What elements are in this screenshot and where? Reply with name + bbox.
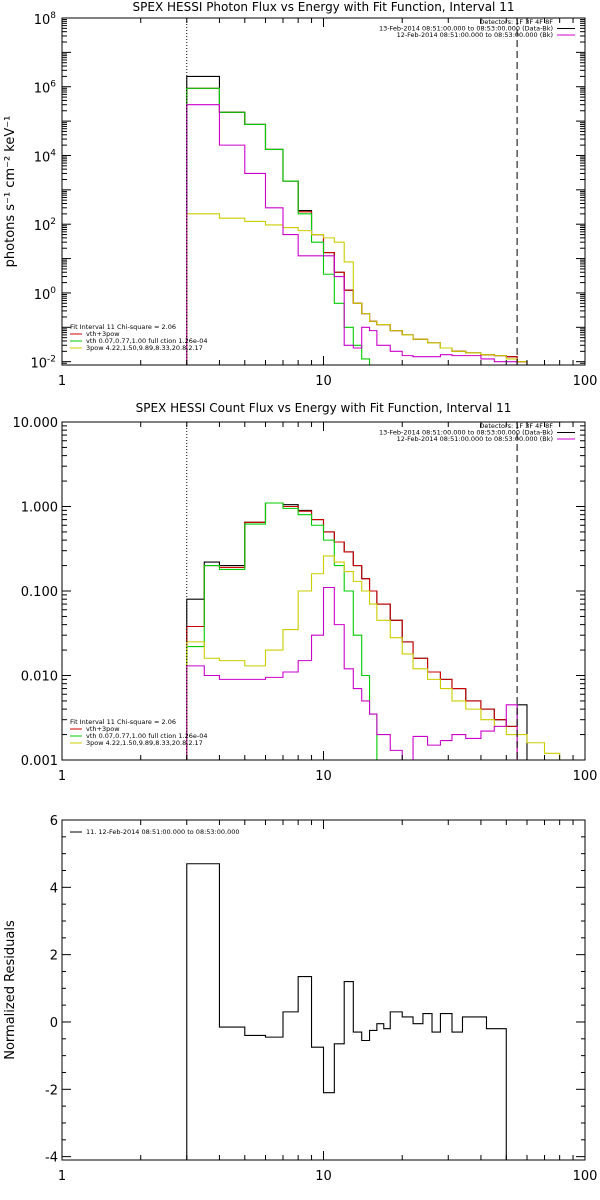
series-group <box>186 863 507 1160</box>
y-tick-label: 1.000 <box>21 501 58 516</box>
y-tick-label: 2 <box>50 949 58 964</box>
series-line-4 <box>186 555 574 760</box>
y-tick-label: 10.000 <box>13 416 59 431</box>
series-group <box>186 75 528 365</box>
legend-entry: 3pow 4.22,1.50,9.89,8.33,20.8,2.17 <box>86 739 203 747</box>
x-tick-label: 1 <box>58 1169 66 1184</box>
series-line-1 <box>186 863 507 1160</box>
legend-entry: Detectors: 1F 3F 4F 8F <box>479 18 553 26</box>
y-tick-label: 6 <box>50 814 58 829</box>
series-line-4 <box>186 213 528 365</box>
legend-entry: vth+3pow <box>86 330 120 338</box>
panel-1: SPEX HESSI Photon Flux vs Energy with Fi… <box>3 0 597 389</box>
legend-entry: 13-Feb-2014 08:51:00.000 to 08:53:00.000… <box>379 25 553 33</box>
x-tick-label: 1 <box>58 769 66 784</box>
legend-entry: vth 0.07,0.77,1.00 full ction 1.26e-04 <box>86 337 207 345</box>
x-tick-label: 100 <box>573 374 598 389</box>
x-tick-label: 100 <box>573 769 598 784</box>
y-tick-label: 102 <box>34 217 56 234</box>
series-line-2 <box>186 87 528 365</box>
y-tick-label: 0.100 <box>21 585 58 600</box>
x-tick-label: 10 <box>315 374 332 389</box>
legend-entry: vth 0.07,0.77,1.00 full ction 1.26e-04 <box>86 732 207 740</box>
series-line-5 <box>186 586 518 760</box>
y-tick-label: 0 <box>50 1016 58 1031</box>
x-tick-label: 100 <box>573 1169 598 1184</box>
series-group <box>186 502 574 760</box>
y-tick-label: 10-2 <box>30 355 56 372</box>
x-tick-label: 10 <box>315 1169 332 1184</box>
y-axis-label: photons s⁻¹ cm⁻² keV⁻¹ <box>3 116 18 268</box>
legend-entry: Fit Interval 11 Chi-square = 2.06 <box>70 323 176 331</box>
y-tick-label: 100 <box>34 286 57 303</box>
legend-entry: vth+3pow <box>86 725 120 733</box>
x-tick-label: 10 <box>315 769 332 784</box>
legend-entry: 11. 12-Feb-2014 08:51:00.000 to 08:53:00… <box>86 828 239 836</box>
series-line-2 <box>186 502 518 760</box>
y-tick-label: 0.010 <box>21 670 58 685</box>
y-tick-label: -4 <box>45 1151 58 1166</box>
legend-entry: 12-Feb-2014 08:51:00.000 to 08:53:00.000… <box>397 31 553 39</box>
y-axis-label: Normalized Residuals <box>3 920 18 1060</box>
y-tick-label: 108 <box>34 11 57 28</box>
series-line-3 <box>186 87 528 365</box>
panel-2: SPEX HESSI Count Flux vs Energy with Fit… <box>13 401 598 784</box>
legend-entry: 12-Feb-2014 08:51:00.000 to 08:53:00.000… <box>397 435 553 443</box>
y-tick-label: 104 <box>34 148 57 165</box>
series-line-3 <box>186 502 391 760</box>
legend-entry: Detectors: 1F 3F 4F 8F <box>479 422 553 430</box>
series-line-5 <box>186 104 528 365</box>
legend-entry: 13-Feb-2014 08:51:00.000 to 08:53:00.000… <box>379 429 553 437</box>
legend-entry: Fit Interval 11 Chi-square = 2.06 <box>70 718 176 726</box>
panel-3: 1 10 100 -4 -2 0 2 4 6 Normalized Residuals 11. 12… <box>3 814 597 1184</box>
chart-title: SPEX HESSI Count Flux vs Energy with Fit… <box>136 401 512 415</box>
y-tick-label: -2 <box>45 1083 58 1098</box>
legend-entry: 3pow 4.22,1.50,9.89,8.33,20.8,2.17 <box>86 344 203 352</box>
plot-frame <box>61 17 586 366</box>
series-line-1 <box>186 502 528 760</box>
chart-title: SPEX HESSI Photon Flux vs Energy with Fi… <box>133 0 515 14</box>
y-tick-label: 106 <box>34 80 57 97</box>
y-tick-label: 4 <box>50 881 58 896</box>
series-line-1 <box>186 75 528 365</box>
y-tick-label: 0.001 <box>21 754 58 769</box>
x-tick-label: 1 <box>58 374 66 389</box>
